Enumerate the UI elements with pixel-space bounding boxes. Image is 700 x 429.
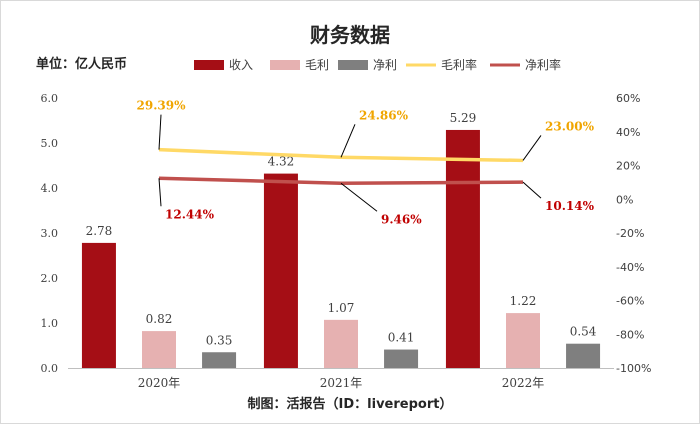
bar-data-label: 0.41 (388, 331, 415, 345)
bar-revenue (263, 173, 298, 368)
data-label-leader (158, 114, 162, 150)
bar-gross-profit (142, 331, 176, 368)
unit-label: 单位：亿人民币 (36, 56, 127, 72)
data-label-leader (522, 181, 542, 199)
y-left-tick-label: 2.0 (41, 272, 59, 285)
legend-label: 收入 (229, 58, 253, 72)
bar-data-label: 0.35 (206, 333, 233, 347)
bar-data-label: 4.32 (268, 155, 295, 169)
y-right-tick-label: 60% (616, 92, 640, 105)
y-right-tick-label: -60% (616, 295, 644, 308)
legend-swatch (338, 60, 368, 70)
x-tick-label: 2022年 (502, 376, 545, 390)
bar-data-label: 5.29 (450, 111, 477, 125)
data-label-leader (522, 135, 542, 161)
line-data-label: 29.39% (137, 99, 187, 113)
line-data-label: 10.14% (545, 199, 595, 213)
bar-revenue (445, 129, 480, 368)
bar-data-label: 1.07 (328, 301, 355, 315)
y-left-tick-label: 6.0 (41, 92, 59, 105)
line-data-label: 9.46% (381, 212, 422, 226)
chart-title: 财务数据 (310, 23, 390, 47)
bar-gross-profit (324, 319, 358, 368)
y-left-tick-label: 0.0 (41, 362, 59, 375)
legend-swatch (194, 60, 224, 70)
y-right-tick-label: -20% (616, 227, 644, 240)
y-right-tick-label: -80% (616, 328, 644, 341)
bar-data-label: 1.22 (510, 294, 537, 308)
x-tick-label: 2020年 (138, 376, 181, 390)
line-data-label: 24.86% (359, 108, 409, 122)
plot-area: 0.0 1.0 2.0 3.0 4.0 5.0 6.0 -100% -80% -60% -40% -2… (41, 92, 652, 390)
y-right-tick-label: -40% (616, 261, 644, 274)
legend-label: 毛利 (305, 58, 329, 72)
legend: 收入 毛利 净利 毛利率 净利率 (194, 57, 561, 72)
y-right-tick-label: -100% (616, 362, 651, 375)
data-label-leader (158, 178, 162, 207)
bar-data-label: 0.82 (146, 312, 173, 326)
bar-data-label: 0.54 (570, 325, 597, 339)
y-right-tick-label: 20% (616, 160, 640, 173)
line-data-label: 12.44% (165, 207, 215, 221)
y-left-tick-label: 3.0 (41, 227, 59, 240)
y-left-tick-label: 1.0 (41, 317, 59, 330)
bar-data-label: 2.78 (86, 224, 113, 238)
legend-label: 净利 (373, 58, 397, 72)
chart-footer: 制图：活报告（ID：livereport） (248, 396, 453, 412)
bar-net-profit (202, 352, 237, 368)
data-label-leader (340, 182, 378, 212)
y-right-tick-label: 0% (616, 193, 633, 206)
bar-net-profit (384, 349, 419, 368)
legend-label: 毛利率 (441, 57, 477, 72)
y-left-tick-label: 4.0 (41, 182, 59, 195)
legend-swatch (270, 60, 300, 70)
y-left-tick-label: 5.0 (41, 137, 59, 150)
bar-revenue (81, 242, 116, 368)
x-tick-label: 2021年 (320, 376, 363, 390)
line-data-label: 23.00% (545, 119, 595, 133)
bar-net-profit (566, 343, 601, 368)
legend-label: 净利率 (525, 57, 561, 72)
y-right-tick-label: 40% (616, 126, 640, 139)
data-label-leader (340, 124, 356, 158)
bar-gross-profit (506, 313, 540, 368)
